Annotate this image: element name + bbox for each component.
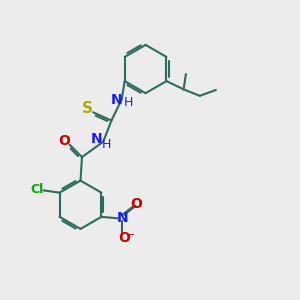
Text: N: N — [91, 132, 103, 146]
Text: H: H — [124, 96, 133, 109]
Text: H: H — [102, 138, 111, 151]
Text: Cl: Cl — [30, 183, 44, 196]
Text: N: N — [116, 211, 128, 225]
Text: ⁻: ⁻ — [127, 231, 134, 244]
Text: N: N — [111, 93, 122, 107]
Text: O: O — [130, 196, 142, 211]
Text: O: O — [118, 231, 130, 245]
Text: S: S — [82, 101, 93, 116]
Text: O: O — [58, 134, 70, 148]
